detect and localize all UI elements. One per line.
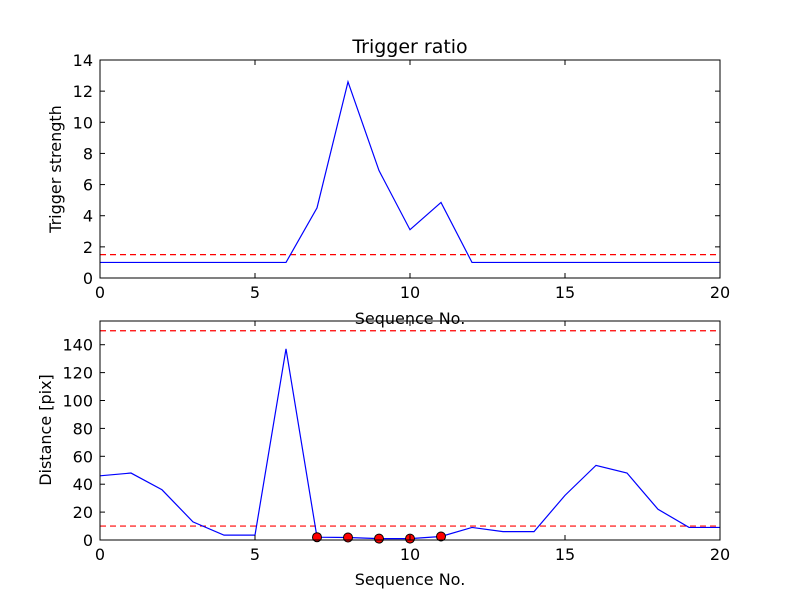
- data-point-marker: [374, 533, 384, 544]
- y-tick-label: 140: [62, 336, 93, 355]
- y-axis-label: Trigger strength: [46, 105, 65, 234]
- data-point-marker: [343, 532, 353, 543]
- y-axis-label: Distance [pix]: [36, 374, 55, 486]
- chart-distance: Sequence No. Distance [pix] 0 5 10 15 20 0 20 4…: [36, 320, 730, 589]
- chart-trigger-ratio: Trigger ratio Sequence No. Trigger stren…: [46, 36, 730, 328]
- data-point-marker: [312, 532, 322, 543]
- x-tick-label: 10: [400, 283, 420, 302]
- y-tick-label: 20: [73, 503, 93, 522]
- x-tick-label: 20: [710, 283, 730, 302]
- x-tick-label: 5: [250, 283, 260, 302]
- y-tick-label: 12: [73, 82, 93, 101]
- data-point-marker: [436, 531, 446, 542]
- y-tick-label: 80: [73, 419, 93, 438]
- chart-title: Trigger ratio: [351, 36, 467, 58]
- x-tick-label: 15: [555, 283, 575, 302]
- series-line: [100, 79, 720, 264]
- x-tick-label: 10: [400, 545, 420, 564]
- y-tick-label: 2: [83, 238, 93, 257]
- y-tick-label: 14: [73, 51, 93, 70]
- y-tick-label: 100: [62, 392, 93, 411]
- y-tick-label: 8: [83, 144, 93, 163]
- y-tick-label: 120: [62, 364, 93, 383]
- x-tick-label: 5: [250, 545, 260, 564]
- x-tick-label: 15: [555, 545, 575, 564]
- x-axis-label: Sequence No.: [355, 570, 466, 589]
- x-tick-label: 0: [95, 283, 105, 302]
- plot-area: [100, 79, 720, 264]
- x-axis-label: Sequence No.: [355, 309, 466, 328]
- y-tick-label: 40: [73, 475, 93, 494]
- x-tick-label: 20: [710, 545, 730, 564]
- x-tick-label: 0: [95, 545, 105, 564]
- y-tick-label: 10: [73, 113, 93, 132]
- y-tick-label: 60: [73, 447, 93, 466]
- y-tick-label: 6: [83, 176, 93, 195]
- y-tick-label: 0: [83, 269, 93, 288]
- y-tick-label: 0: [83, 531, 93, 550]
- y-tick-label: 4: [83, 207, 93, 226]
